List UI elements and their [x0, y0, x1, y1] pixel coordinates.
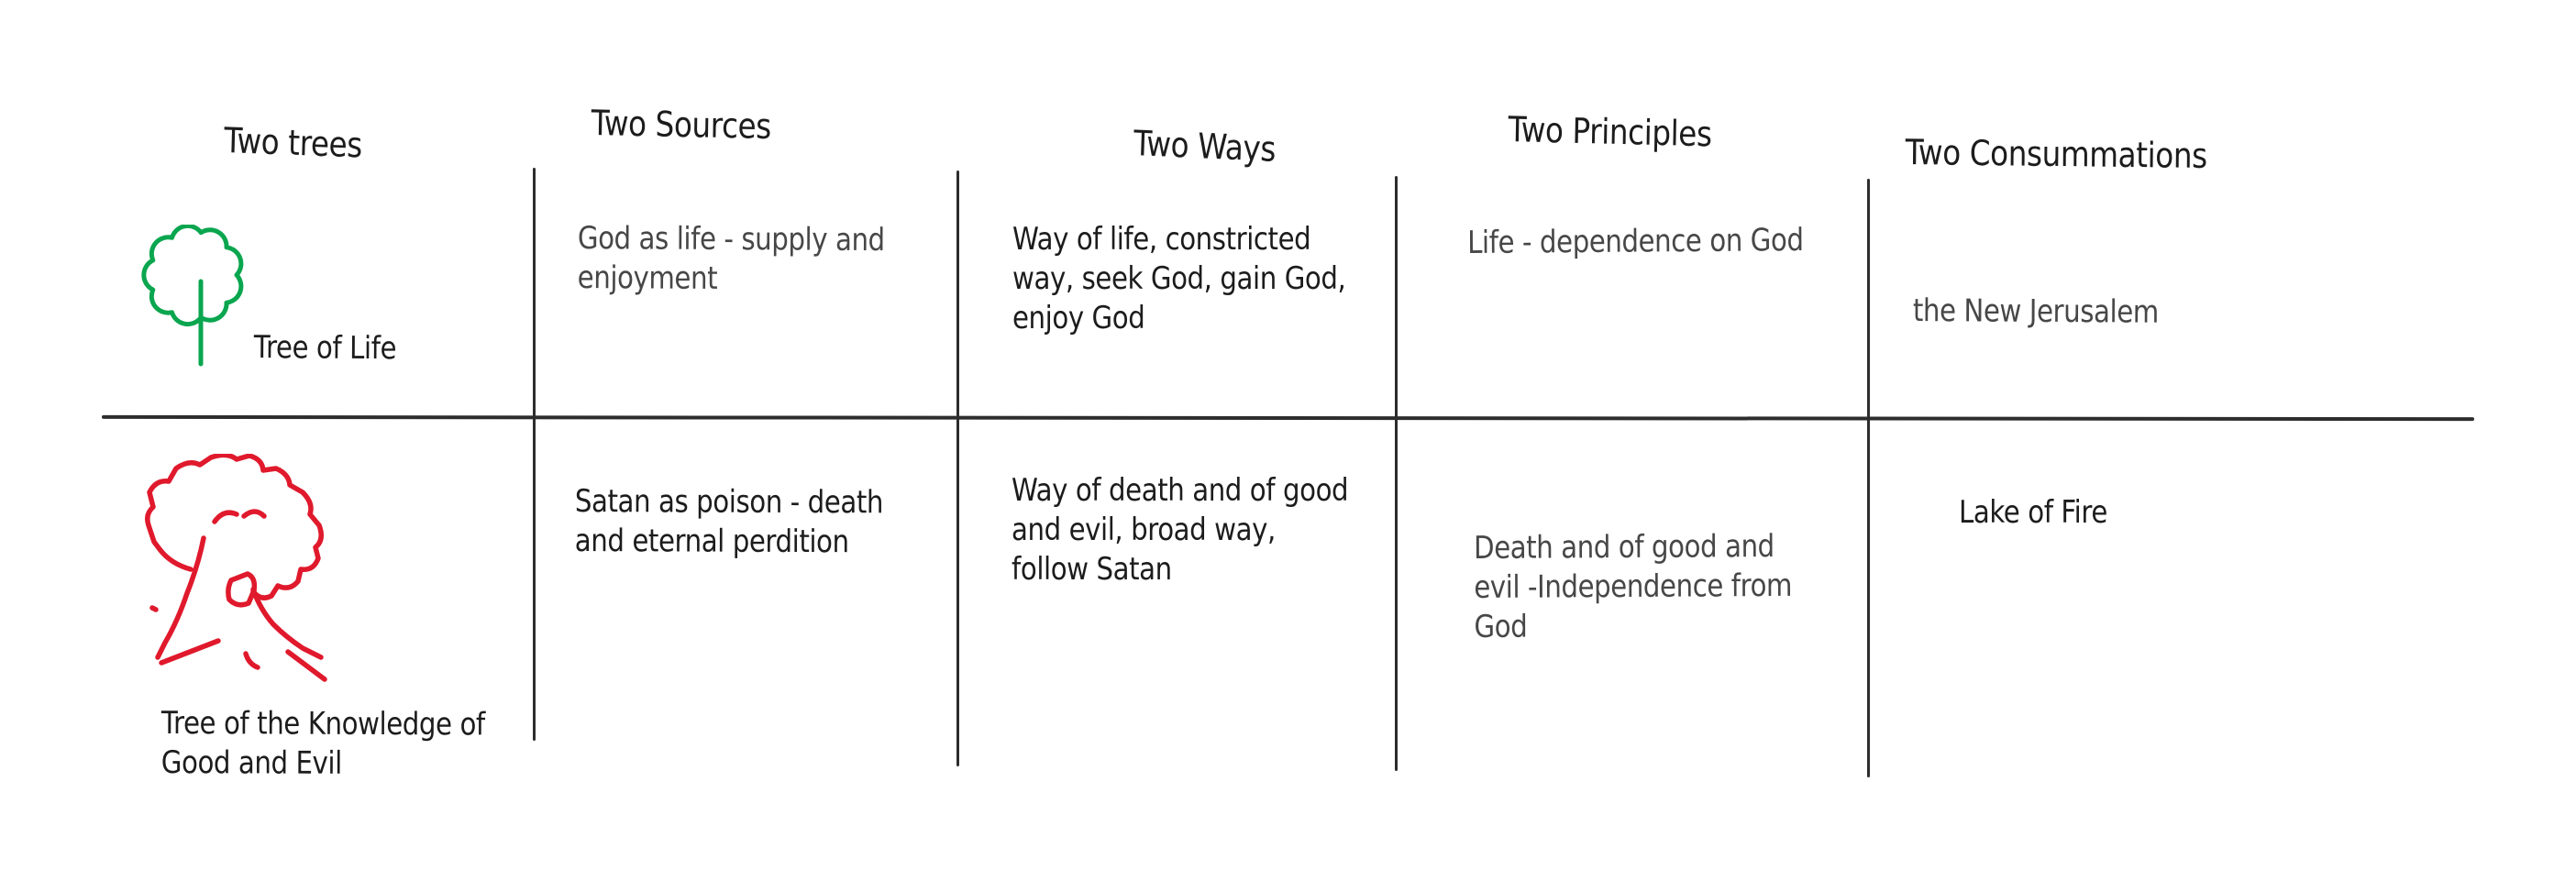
tree-of-life-label: Tree of Life	[253, 328, 397, 368]
tree-of-knowledge-icon	[145, 454, 327, 682]
header-two-trees: Two trees	[223, 119, 363, 166]
cell-knowledge-principle: Death and of good and evil -Independence…	[1474, 528, 1793, 645]
tree-of-life-icon	[141, 225, 244, 367]
header-two-consummations: Two Consummations	[1905, 131, 2207, 177]
cell-life-source: God as life - supply and enjoyment	[577, 219, 885, 297]
cell-knowledge-source: Satan as poison - death and eternal perd…	[574, 483, 884, 561]
column-divider-2	[956, 171, 959, 766]
column-divider-1	[533, 168, 536, 741]
column-divider-4	[1867, 179, 1870, 777]
row-divider	[101, 414, 2475, 422]
header-two-sources: Two Sources	[591, 102, 772, 147]
header-two-principles: Two Principles	[1508, 108, 1712, 155]
cell-knowledge-consummation: Lake of Fire	[1959, 494, 2107, 531]
tree-of-knowledge-label: Tree of the Knowledge of Good and Evil	[160, 705, 485, 782]
cell-knowledge-way: Way of death and of good and evil, broad…	[1012, 472, 1349, 588]
cell-life-way: Way of life, constricted way, seek God, …	[1012, 221, 1346, 336]
cell-life-principle: Life - dependence on God	[1467, 222, 1804, 261]
cell-life-consummation: the New Jerusalem	[1912, 292, 2159, 331]
header-two-ways: Two Ways	[1133, 122, 1277, 170]
column-divider-3	[1395, 176, 1398, 771]
